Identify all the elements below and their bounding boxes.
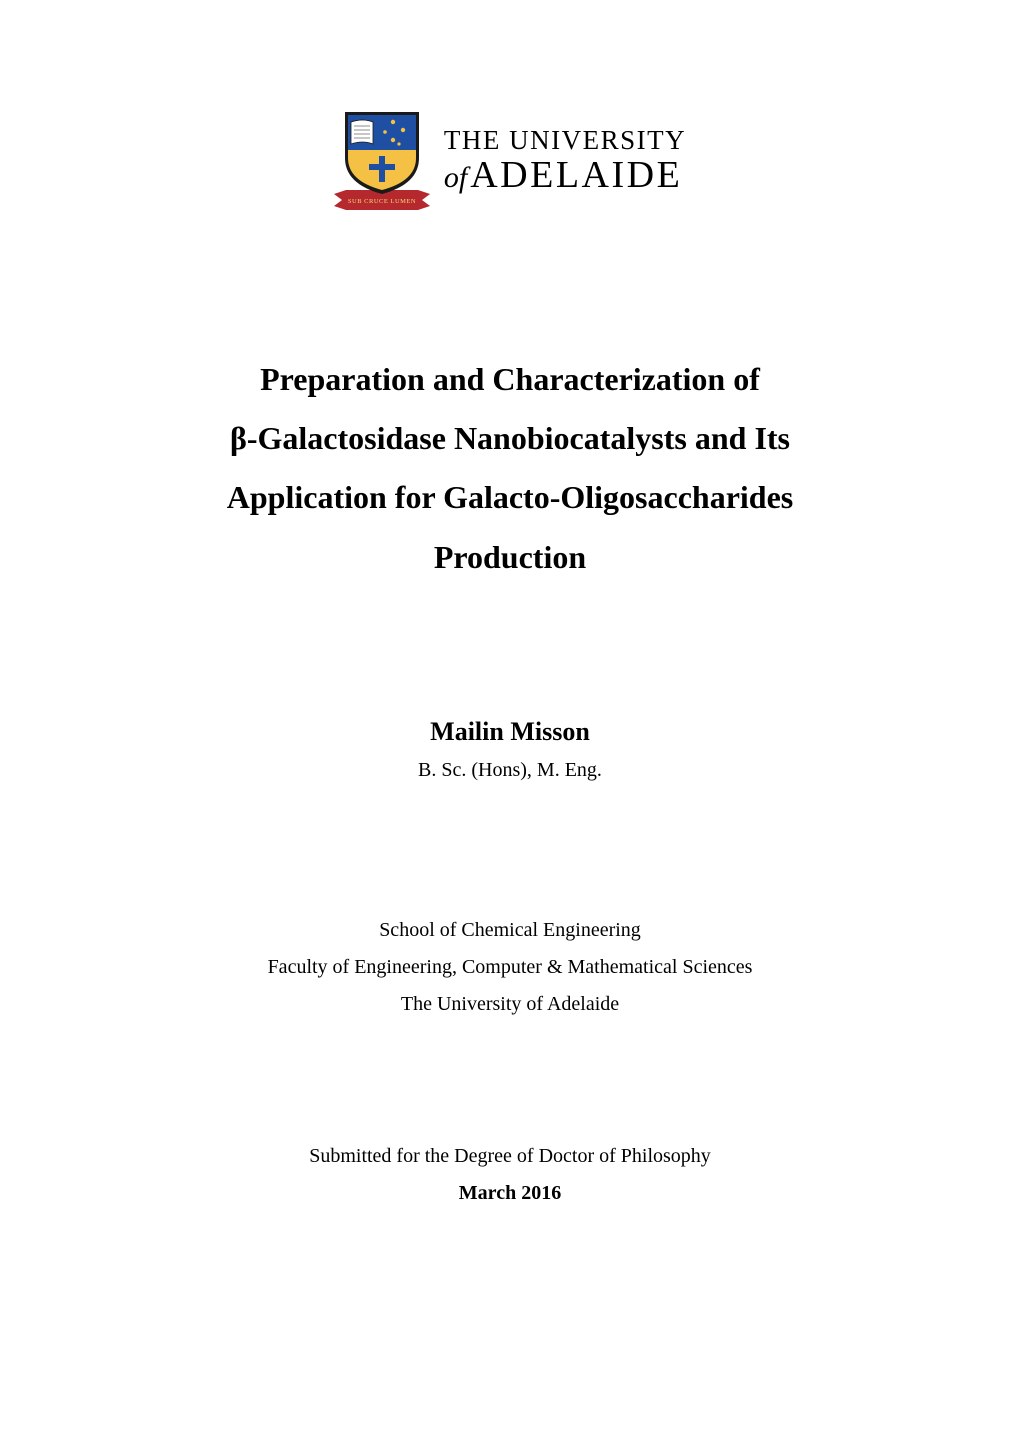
university-adelaide: ADELAIDE [470,154,682,196]
ribbon-text: SUB CRUCE LUMEN [348,198,416,205]
author-block: Mailin Misson B. Sc. (Hons), M. Eng. [418,717,602,782]
department-block: School of Chemical Engineering Faculty o… [268,912,753,1023]
title-line-2: β-Galactosidase Nanobiocatalysts and Its [227,409,793,468]
submission-statement: Submitted for the Degree of Doctor of Ph… [309,1138,711,1175]
department-line-3: The University of Adelaide [268,986,753,1023]
department-line-1: School of Chemical Engineering [268,912,753,949]
submission-date: March 2016 [309,1175,711,1212]
title-line-4: Production [227,528,793,587]
university-name-line2: ofADELAIDE [444,156,686,194]
university-name-line1: THE UNIVERSITY [444,127,686,154]
shield-icon [343,110,421,196]
university-wordmark: THE UNIVERSITY ofADELAIDE [444,127,686,194]
author-degrees: B. Sc. (Hons), M. Eng. [418,759,602,782]
university-of: of [444,161,467,194]
university-logo: SUB CRUCE LUMEN THE UNIVERSITY ofADELAID… [334,110,686,210]
title-line-1: Preparation and Characterization of [227,350,793,409]
title-line-3: Application for Galacto-Oligosaccharides [227,468,793,527]
thesis-title: Preparation and Characterization of β-Ga… [227,350,793,587]
department-line-2: Faculty of Engineering, Computer & Mathe… [268,949,753,986]
author-name: Mailin Misson [418,717,602,747]
submission-block: Submitted for the Degree of Doctor of Ph… [309,1138,711,1212]
university-crest: SUB CRUCE LUMEN [334,110,430,210]
